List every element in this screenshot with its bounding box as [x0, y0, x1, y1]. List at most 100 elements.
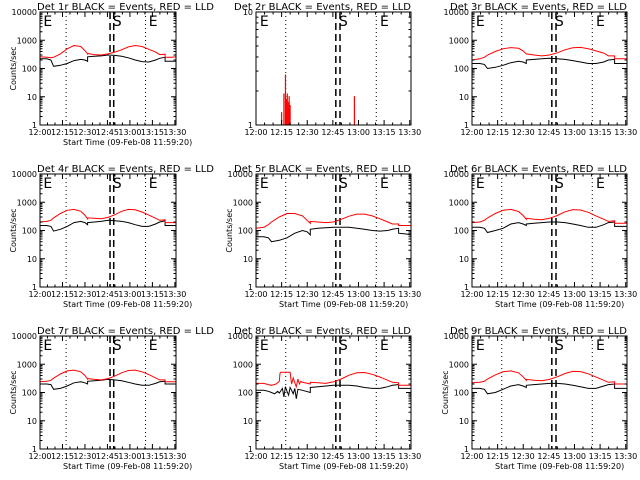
marker-letter: E	[596, 338, 605, 354]
x-tick-label: 12:00	[28, 452, 51, 461]
panel-title: Det 7r BLACK = Events, RED = LLD	[37, 326, 214, 337]
x-tick-label: 13:00	[563, 128, 586, 137]
x-tick-label: 12:15	[51, 128, 74, 137]
y-tick-label: 1000	[17, 360, 37, 369]
y-tick-label: 10	[459, 417, 469, 426]
marker-letter: S	[555, 338, 564, 354]
panel-title: Det 6r BLACK = Events, RED = LLD	[450, 164, 627, 175]
x-axis-label: Start Time (09-Feb-08 11:59:20)	[279, 300, 408, 309]
x-tick-label: 13:30	[398, 452, 421, 461]
y-tick-label: 10	[27, 417, 37, 426]
y-tick-label: 1000	[233, 198, 253, 207]
panel-title: Det 3r BLACK = Events, RED = LLD	[450, 2, 627, 13]
marker-letter: S	[555, 176, 564, 192]
lld-line	[255, 213, 411, 229]
x-axis-label: Start Time (09-Feb-08 11:59:20)	[63, 462, 192, 471]
x-tick-label: 12:15	[270, 290, 293, 299]
lld-line	[39, 208, 176, 224]
x-tick-label: 12:45	[321, 290, 344, 299]
x-tick-label: 13:00	[563, 290, 586, 299]
x-tick-label: 13:15	[141, 128, 164, 137]
x-tick-label: 13:00	[118, 290, 141, 299]
y-tick-label: 1	[32, 283, 37, 292]
marker-letter: E	[596, 176, 605, 192]
x-tick-label: 13:00	[118, 128, 141, 137]
y-tick-label: 100	[22, 227, 37, 236]
x-tick-label: 13:15	[141, 290, 164, 299]
marker-letter: S	[113, 176, 122, 192]
x-tick-label: 13:00	[347, 290, 370, 299]
y-tick-label: 100	[238, 227, 253, 236]
x-tick-label: 12:15	[270, 128, 293, 137]
lld-line	[256, 371, 411, 389]
x-axis-label: Start Time (09-Feb-08 11:59:20)	[63, 300, 192, 309]
x-tick-label: 12:15	[486, 452, 509, 461]
x-tick-label: 13:30	[614, 452, 637, 461]
x-tick-label: 13:00	[347, 128, 370, 137]
y-tick-label: 1	[248, 121, 253, 130]
x-tick-label: 12:45	[321, 452, 344, 461]
x-tick-label: 12:30	[296, 128, 319, 137]
x-tick-label: 12:30	[512, 452, 535, 461]
y-tick-label: 1	[32, 121, 37, 130]
y-tick-label: 1000	[233, 360, 253, 369]
marker-letter: E	[380, 14, 389, 30]
y-tick-label: 100	[454, 227, 469, 236]
x-tick-label: 13:00	[563, 452, 586, 461]
panel-title: Det 9r BLACK = Events, RED = LLD	[450, 326, 627, 337]
y-tick-label: 1	[464, 121, 469, 130]
x-tick-label: 12:30	[512, 290, 535, 299]
x-tick-label: 13:15	[141, 452, 164, 461]
y-tick-label: 1000	[449, 198, 469, 207]
x-tick-label: 12:15	[51, 290, 74, 299]
y-tick-label: 1000	[449, 36, 469, 45]
marker-letter: E	[380, 176, 389, 192]
panel-title: Det 1r BLACK = Events, RED = LLD	[37, 2, 214, 13]
y-tick-label: 10000	[444, 8, 469, 17]
y-tick-label: 10000	[444, 332, 469, 341]
y-tick-label: 1	[464, 445, 469, 454]
y-tick-label: 1	[248, 445, 253, 454]
events-line	[40, 378, 176, 390]
marker-letter: E	[43, 176, 52, 192]
y-tick-label: 10000	[444, 170, 469, 179]
x-tick-label: 12:45	[96, 452, 119, 461]
x-axis-label: Start Time (09-Feb-08 11:59:20)	[495, 462, 624, 471]
marker-letter: E	[596, 14, 605, 30]
y-tick-label: 10000	[12, 170, 37, 179]
x-tick-label: 12:45	[537, 452, 560, 461]
marker-letter: E	[260, 338, 269, 354]
y-tick-label: 10000	[12, 8, 37, 17]
axes-box	[255, 11, 412, 126]
x-tick-label: 12:00	[460, 128, 483, 137]
x-tick-label: 12:30	[73, 452, 96, 461]
x-tick-label: 12:45	[537, 290, 560, 299]
x-tick-label: 13:15	[589, 128, 612, 137]
x-tick-label: 12:00	[460, 290, 483, 299]
events-line	[40, 54, 176, 67]
x-tick-label: 13:15	[373, 128, 396, 137]
x-tick-label: 12:15	[51, 452, 74, 461]
lld-line	[471, 208, 627, 224]
x-tick-label: 13:00	[347, 452, 370, 461]
x-tick-label: 13:30	[398, 128, 421, 137]
marker-letter: E	[149, 176, 158, 192]
y-tick-label: 1	[32, 445, 37, 454]
y-tick-label: 100	[22, 389, 37, 398]
y-axis-label: Counts/sec	[441, 370, 450, 414]
panel-title: Det 4r BLACK = Events, RED = LLD	[37, 164, 214, 175]
y-axis-label: Counts/sec	[9, 208, 18, 252]
events-line	[472, 221, 627, 234]
x-tick-label: 13:30	[614, 128, 637, 137]
marker-letter: E	[380, 338, 389, 354]
x-tick-label: 13:30	[614, 290, 637, 299]
y-axis-label: Counts/sec	[225, 208, 234, 252]
lld-line	[39, 44, 177, 59]
marker-letter: E	[476, 176, 485, 192]
y-tick-label: 10	[27, 255, 37, 264]
lld-line	[471, 370, 627, 385]
events-line	[40, 219, 176, 232]
marker-letter: S	[113, 338, 122, 354]
